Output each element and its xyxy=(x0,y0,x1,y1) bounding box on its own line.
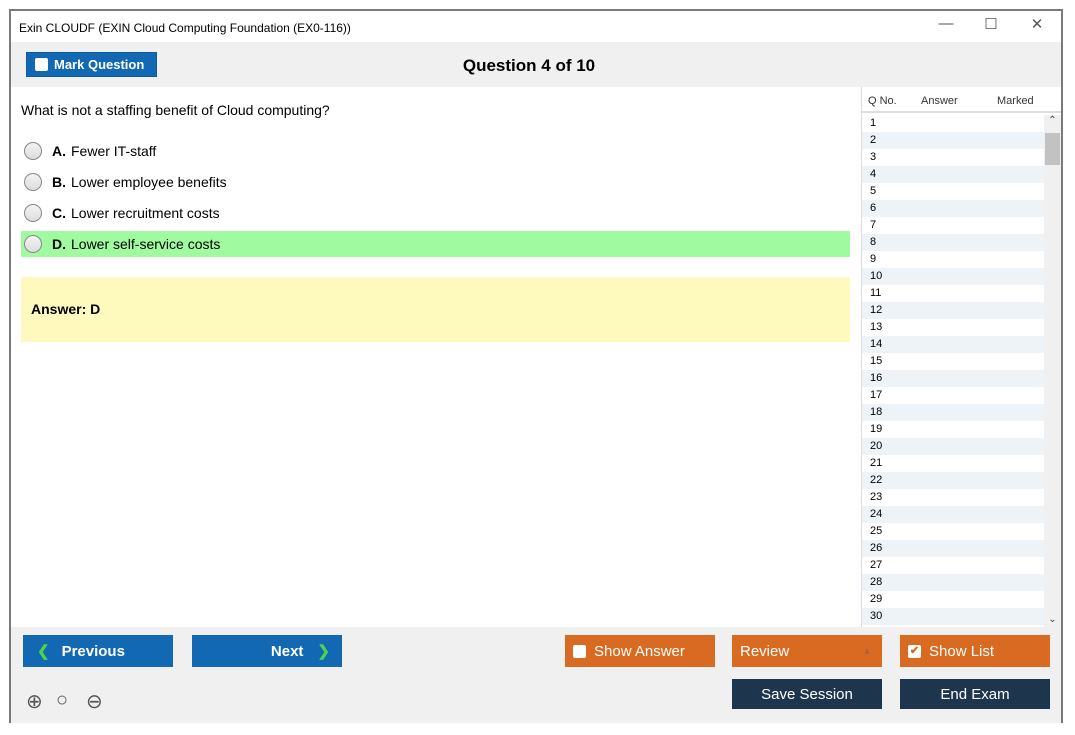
minimize-icon[interactable]: — xyxy=(938,15,954,32)
checkbox-icon xyxy=(573,644,586,658)
radio-button[interactable] xyxy=(24,204,42,222)
list-row[interactable]: 3 xyxy=(870,151,877,163)
question-counter: Question 4 of 10 xyxy=(462,56,596,75)
option-text: Lower self-service costs xyxy=(71,236,221,252)
review-label: Review xyxy=(740,642,790,660)
list-row[interactable]: 17 xyxy=(870,389,883,401)
list-row[interactable]: 21 xyxy=(870,457,883,469)
list-row[interactable]: 26 xyxy=(862,540,1044,557)
list-row[interactable]: 15 xyxy=(870,355,883,367)
option-letter: A. xyxy=(52,143,66,159)
list-row[interactable]: 2 xyxy=(862,132,1044,149)
scrollbar[interactable]: ⌃ ⌄ xyxy=(1044,115,1061,627)
show-list-label: Show List xyxy=(929,642,995,660)
option-letter: D. xyxy=(52,236,66,252)
answer-option[interactable]: A. Fewer IT-staff xyxy=(21,138,850,164)
radio-button[interactable] xyxy=(24,173,42,191)
option-letter: C. xyxy=(52,205,66,221)
list-row[interactable]: 8 xyxy=(862,234,1044,251)
list-row[interactable]: 28 xyxy=(862,574,1044,591)
list-row[interactable]: 27 xyxy=(870,559,883,571)
answer-option[interactable]: C. Lower recruitment costs xyxy=(21,200,850,226)
list-row[interactable]: 24 xyxy=(862,506,1044,523)
list-row[interactable]: 20 xyxy=(862,438,1044,455)
bottom-bar: ❮ Previous Next ❯ Show Answer Review ▲ ✔ Sho… xyxy=(11,627,1061,723)
answer-option[interactable]: B. Lower employee benefits xyxy=(21,169,850,195)
option-text: Lower employee benefits xyxy=(71,174,227,190)
option-text: Lower recruitment costs xyxy=(71,205,220,221)
list-header: Q No. Answer Marked xyxy=(862,87,1061,113)
show-answer-button[interactable]: Show Answer xyxy=(565,635,715,667)
header-marked: Marked xyxy=(997,95,1034,107)
list-row[interactable]: 23 xyxy=(870,491,883,503)
radio-button[interactable] xyxy=(24,235,42,253)
list-row[interactable]: 30 xyxy=(862,608,1044,625)
list-row[interactable]: 18 xyxy=(862,404,1044,421)
answer-option[interactable]: D. Lower self-service costs xyxy=(21,231,850,257)
mark-question-label: Mark Question xyxy=(54,57,145,72)
chevron-left-icon: ❮ xyxy=(37,643,50,660)
option-text: Fewer IT-staff xyxy=(71,143,157,159)
list-row[interactable]: 1 xyxy=(870,117,877,129)
app-window: Exin CLOUDF (EXIN Cloud Computing Founda… xyxy=(9,9,1063,723)
maximize-icon[interactable]: ☐ xyxy=(984,16,998,33)
list-row[interactable]: 16 xyxy=(862,370,1044,387)
question-panel: What is not a staffing benefit of Cloud … xyxy=(11,87,861,627)
list-row[interactable]: 14 xyxy=(862,336,1044,353)
close-icon[interactable]: ✕ xyxy=(1030,16,1044,33)
list-row[interactable]: 11 xyxy=(870,287,882,299)
checkbox-icon xyxy=(35,58,48,71)
list-row[interactable]: 22 xyxy=(862,472,1044,489)
list-row[interactable]: 4 xyxy=(862,166,1044,183)
list-row[interactable]: 12 xyxy=(862,302,1044,319)
end-exam-button[interactable]: End Exam xyxy=(900,679,1050,709)
list-row[interactable]: 5 xyxy=(870,185,877,197)
title-bar: Exin CLOUDF (EXIN Cloud Computing Founda… xyxy=(11,11,1061,42)
list-row[interactable]: 19 xyxy=(870,423,883,435)
review-button[interactable]: Review ▲ xyxy=(732,635,882,667)
scroll-down-icon[interactable]: ⌄ xyxy=(1048,614,1057,625)
list-row[interactable]: 7 xyxy=(870,219,877,231)
list-row[interactable]: 9 xyxy=(870,253,877,265)
toolbar: Mark Question Question 4 of 10 xyxy=(11,42,1061,87)
answer-box: Answer: D xyxy=(21,277,850,342)
checkbox-checked-icon: ✔ xyxy=(908,644,921,658)
previous-label: Previous xyxy=(61,642,125,660)
zoom-out-icon[interactable]: ⊖ xyxy=(86,691,103,713)
question-list: Q No. Answer Marked 1 2 3 4 5 6 7 8 9 10 11 12 13 14 1… xyxy=(861,87,1061,627)
save-session-button[interactable]: Save Session xyxy=(732,679,882,709)
list-row[interactable]: 10 xyxy=(862,268,1044,285)
zoom-reset-icon[interactable]: ○ xyxy=(56,689,69,711)
mark-question-button[interactable]: Mark Question xyxy=(26,52,157,77)
list-row[interactable]: 25 xyxy=(870,525,883,537)
question-text: What is not a staffing benefit of Cloud … xyxy=(21,102,330,118)
list-row[interactable]: 29 xyxy=(870,593,883,605)
next-label: Next xyxy=(270,642,304,660)
header-answer: Answer xyxy=(921,95,958,107)
option-letter: B. xyxy=(52,174,66,190)
radio-button[interactable] xyxy=(24,142,42,160)
window-title: Exin CLOUDF (EXIN Cloud Computing Founda… xyxy=(19,21,351,35)
chevron-right-icon: ❯ xyxy=(317,643,330,660)
scroll-up-icon[interactable]: ⌃ xyxy=(1048,115,1057,126)
next-button[interactable]: Next ❯ xyxy=(192,635,342,667)
caret-up-icon: ▲ xyxy=(862,645,872,657)
show-answer-label: Show Answer xyxy=(594,642,685,660)
zoom-in-icon[interactable]: ⊕ xyxy=(26,691,43,713)
scrollbar-thumb[interactable] xyxy=(1045,133,1060,165)
previous-button[interactable]: ❮ Previous xyxy=(23,635,173,667)
list-row[interactable]: 13 xyxy=(870,321,883,333)
header-qno: Q No. xyxy=(868,95,897,107)
list-row[interactable]: 6 xyxy=(862,200,1044,217)
show-list-button[interactable]: ✔ Show List xyxy=(900,635,1050,667)
